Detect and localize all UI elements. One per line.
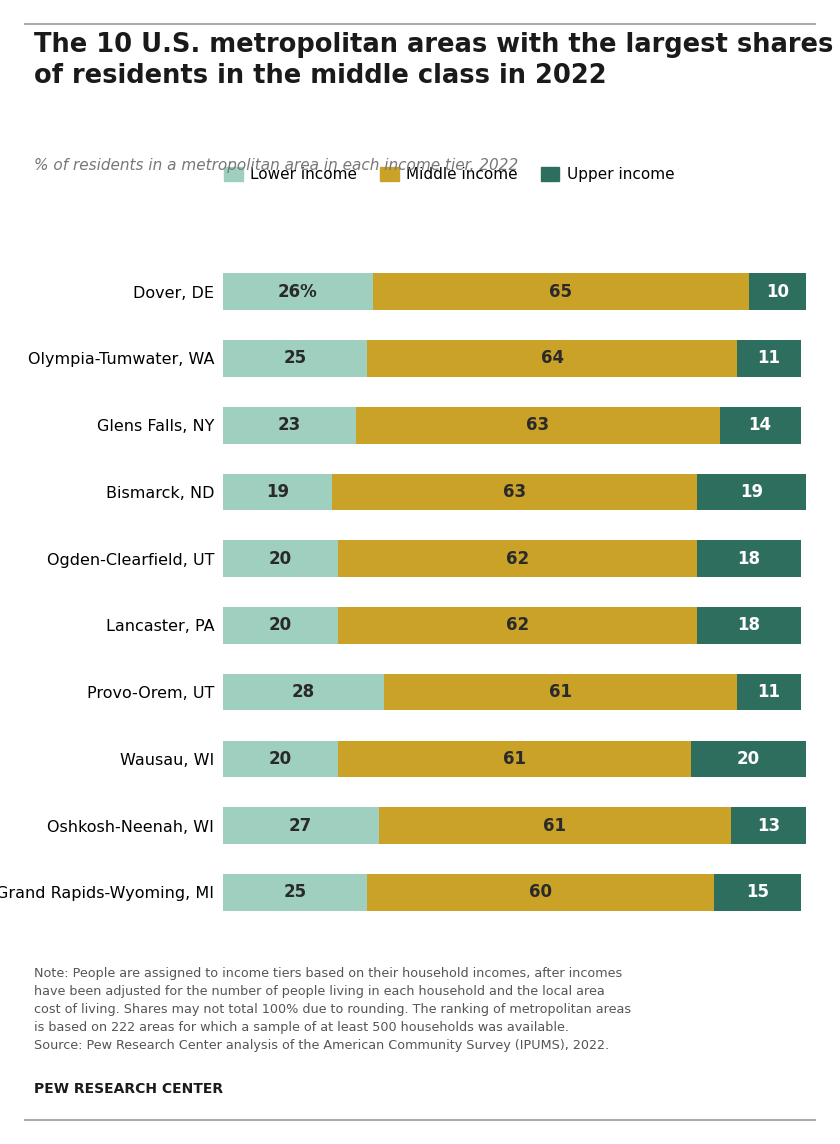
- Bar: [223, 474, 333, 510]
- Text: % of residents in a metropolitan area in each income tier, 2022: % of residents in a metropolitan area in…: [34, 158, 517, 173]
- Text: 28: 28: [292, 683, 315, 701]
- Bar: [223, 674, 385, 710]
- Bar: [223, 407, 355, 444]
- Text: 20: 20: [269, 617, 292, 635]
- Text: 62: 62: [506, 549, 529, 567]
- Bar: [714, 874, 801, 911]
- Text: 18: 18: [737, 617, 760, 635]
- Bar: [690, 740, 806, 777]
- Text: 63: 63: [526, 416, 549, 435]
- Bar: [748, 273, 806, 310]
- Text: 61: 61: [503, 749, 526, 768]
- Bar: [732, 808, 806, 844]
- Text: 11: 11: [758, 349, 780, 367]
- Bar: [696, 540, 801, 577]
- Text: 11: 11: [758, 683, 780, 701]
- Bar: [339, 540, 696, 577]
- Bar: [339, 607, 696, 644]
- Text: 19: 19: [740, 483, 763, 501]
- Text: Note: People are assigned to income tiers based on their household incomes, afte: Note: People are assigned to income tier…: [34, 967, 631, 1051]
- Bar: [355, 407, 720, 444]
- Text: 20: 20: [269, 749, 292, 768]
- Bar: [223, 874, 367, 911]
- Text: 25: 25: [283, 883, 307, 901]
- Text: 27: 27: [289, 817, 312, 835]
- Bar: [339, 740, 690, 777]
- Text: 26%: 26%: [278, 283, 318, 301]
- Bar: [223, 340, 367, 376]
- Text: The 10 U.S. metropolitan areas with the largest shares
of residents in the middl: The 10 U.S. metropolitan areas with the …: [34, 32, 833, 89]
- Text: 13: 13: [758, 817, 780, 835]
- Bar: [737, 340, 801, 376]
- Text: 63: 63: [503, 483, 526, 501]
- Text: 19: 19: [266, 483, 289, 501]
- Bar: [720, 407, 801, 444]
- Text: 23: 23: [277, 416, 301, 435]
- Text: 14: 14: [748, 416, 772, 435]
- Text: 62: 62: [506, 617, 529, 635]
- Legend: Lower income, Middle income, Upper income: Lower income, Middle income, Upper incom…: [224, 167, 675, 183]
- Bar: [223, 607, 339, 644]
- Bar: [367, 340, 737, 376]
- Text: 20: 20: [269, 549, 292, 567]
- Bar: [696, 474, 806, 510]
- Text: 15: 15: [746, 883, 769, 901]
- Bar: [223, 273, 373, 310]
- Bar: [385, 674, 737, 710]
- Text: PEW RESEARCH CENTER: PEW RESEARCH CENTER: [34, 1082, 223, 1096]
- Bar: [737, 674, 801, 710]
- Bar: [333, 474, 696, 510]
- Bar: [223, 540, 339, 577]
- Text: 18: 18: [737, 549, 760, 567]
- Text: 25: 25: [283, 349, 307, 367]
- Bar: [223, 740, 339, 777]
- Bar: [367, 874, 714, 911]
- Bar: [373, 273, 748, 310]
- Text: 10: 10: [766, 283, 789, 301]
- Text: 61: 61: [543, 817, 566, 835]
- Text: 65: 65: [549, 283, 572, 301]
- Bar: [223, 808, 379, 844]
- Text: 20: 20: [737, 749, 760, 768]
- Text: 60: 60: [529, 883, 552, 901]
- Bar: [379, 808, 732, 844]
- Text: 61: 61: [549, 683, 572, 701]
- Text: 64: 64: [540, 349, 564, 367]
- Bar: [696, 607, 801, 644]
